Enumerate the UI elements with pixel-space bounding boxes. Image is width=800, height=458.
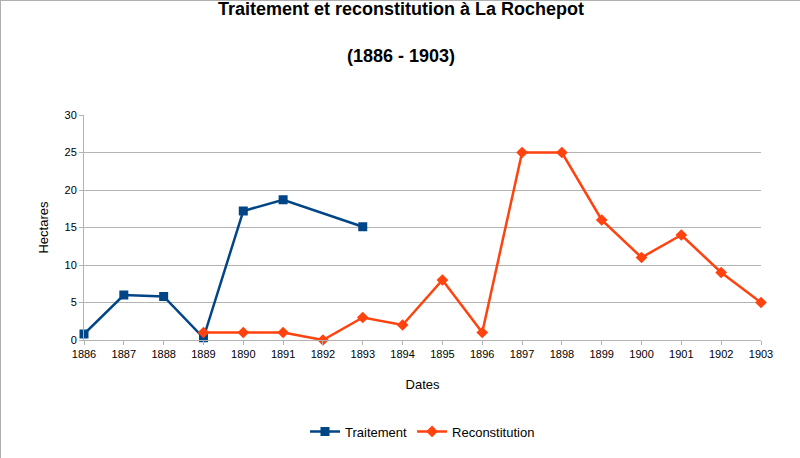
svg-text:1903: 1903 <box>749 348 773 360</box>
svg-text:Hectares: Hectares <box>36 201 51 254</box>
svg-text:1891: 1891 <box>271 348 295 360</box>
svg-text:20: 20 <box>65 184 77 196</box>
svg-text:1898: 1898 <box>550 348 574 360</box>
svg-text:0: 0 <box>71 334 77 346</box>
svg-text:1887: 1887 <box>112 348 136 360</box>
svg-text:1900: 1900 <box>629 348 653 360</box>
svg-text:1901: 1901 <box>669 348 693 360</box>
svg-text:5: 5 <box>71 296 77 308</box>
svg-text:Traitement: Traitement <box>345 425 407 440</box>
svg-text:1897: 1897 <box>510 348 534 360</box>
svg-text:1902: 1902 <box>709 348 733 360</box>
svg-text:1888: 1888 <box>151 348 175 360</box>
svg-text:1894: 1894 <box>390 348 414 360</box>
svg-text:Reconstitution: Reconstitution <box>452 425 534 440</box>
svg-text:30: 30 <box>65 109 77 121</box>
svg-text:1889: 1889 <box>191 348 215 360</box>
svg-text:1892: 1892 <box>311 348 335 360</box>
svg-text:10: 10 <box>65 259 77 271</box>
svg-text:Traitement et reconstitution à: Traitement et reconstitution à La Rochep… <box>218 1 584 66</box>
svg-text:1896: 1896 <box>470 348 494 360</box>
svg-text:Dates: Dates <box>406 377 440 392</box>
svg-text:1895: 1895 <box>430 348 454 360</box>
svg-text:25: 25 <box>65 146 77 158</box>
svg-text:1893: 1893 <box>351 348 375 360</box>
svg-text:1899: 1899 <box>589 348 613 360</box>
svg-text:1890: 1890 <box>231 348 255 360</box>
svg-text:15: 15 <box>65 221 77 233</box>
svg-text:1886: 1886 <box>72 348 96 360</box>
